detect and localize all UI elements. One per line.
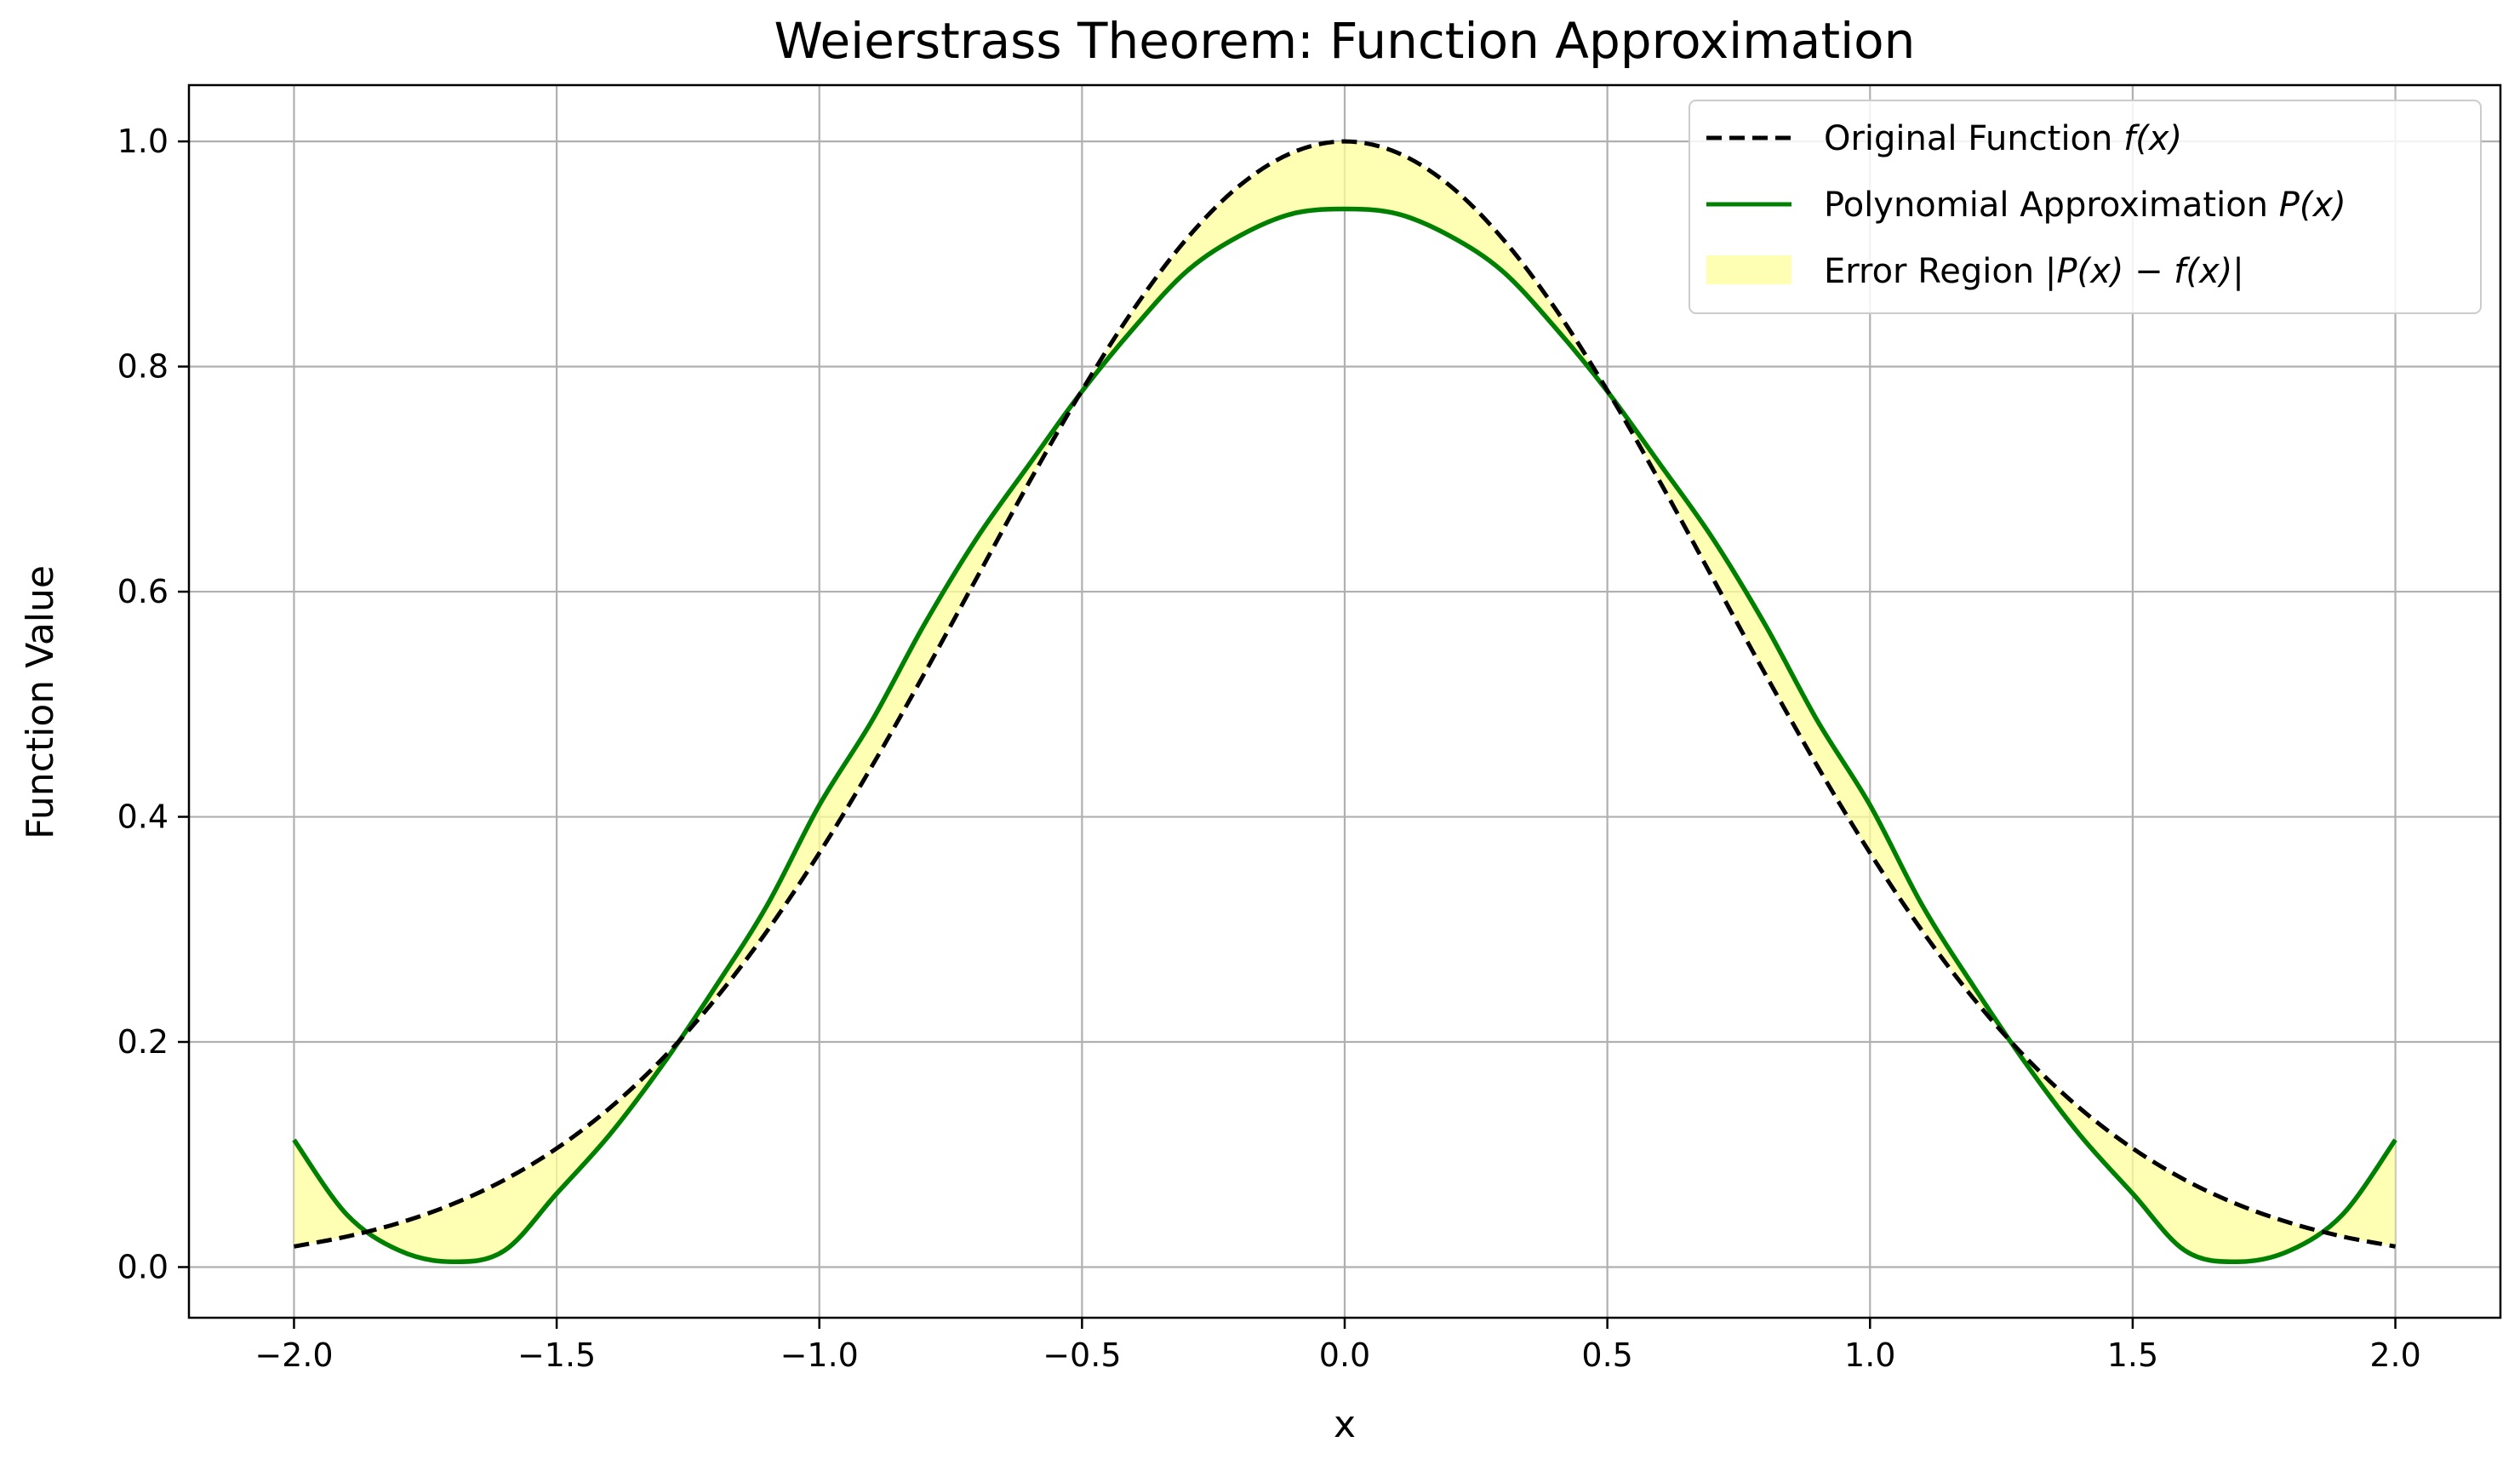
x-tick-label-4: 0.0 xyxy=(1319,1336,1370,1374)
y-tick-label-4: 0.8 xyxy=(117,348,169,386)
x-tick-label-5: 0.5 xyxy=(1581,1336,1632,1374)
legend-swatch-error-region xyxy=(1706,255,1791,284)
series-line-original xyxy=(293,139,2397,1249)
chart-title: Weierstrass Theorem: Function Approximat… xyxy=(774,12,1916,70)
x-tick-label-7: 1.5 xyxy=(2107,1336,2158,1374)
y-tick-label-0: 0.0 xyxy=(117,1248,169,1285)
legend-label-error-region-text: Error Region xyxy=(1824,252,2045,291)
x-tick-label-1: −1.5 xyxy=(517,1336,596,1374)
y-tick-label-1: 0.2 xyxy=(117,1023,169,1061)
x-tick-label-2: −1.0 xyxy=(780,1336,859,1374)
x-axis-label: x xyxy=(1334,1403,1356,1446)
legend: Original Function f(x) Polynomial Approx… xyxy=(1689,100,2482,314)
y-tick-label-5: 1.0 xyxy=(117,123,169,160)
legend-label-error-region-math: |P(x) − f(x)| xyxy=(2045,252,2244,291)
legend-box xyxy=(1689,100,2482,314)
y-axis-ticks: 0.0 0.2 0.4 0.6 0.8 1.0 xyxy=(117,123,189,1285)
x-tick-label-0: −2.0 xyxy=(254,1336,333,1374)
legend-label-polynomial-math: P(x) xyxy=(2279,186,2346,225)
legend-label-error-region: Error Region |P(x) − f(x)| xyxy=(1824,252,2244,291)
series-lines xyxy=(292,139,2397,1265)
x-axis-ticks: −2.0 −1.5 −1.0 −0.5 0.0 0.5 1.0 1.5 2.0 xyxy=(254,1318,2421,1374)
x-tick-label-3: −0.5 xyxy=(1043,1336,1121,1374)
legend-label-original-text: Original Function xyxy=(1824,119,2123,158)
legend-label-polynomial-text: Polynomial Approximation xyxy=(1824,186,2279,225)
y-tick-label-2: 0.4 xyxy=(117,798,169,836)
legend-label-original-math: f(x) xyxy=(2123,119,2182,158)
x-tick-label-6: 1.0 xyxy=(1844,1336,1895,1374)
y-tick-label-3: 0.6 xyxy=(117,573,169,610)
legend-label-original: Original Function f(x) xyxy=(1824,119,2182,158)
x-tick-label-8: 2.0 xyxy=(2369,1336,2420,1374)
series-line-polynomial xyxy=(292,206,2397,1265)
y-axis-label: Function Value xyxy=(19,565,62,839)
legend-label-polynomial: Polynomial Approximation P(x) xyxy=(1824,186,2346,225)
